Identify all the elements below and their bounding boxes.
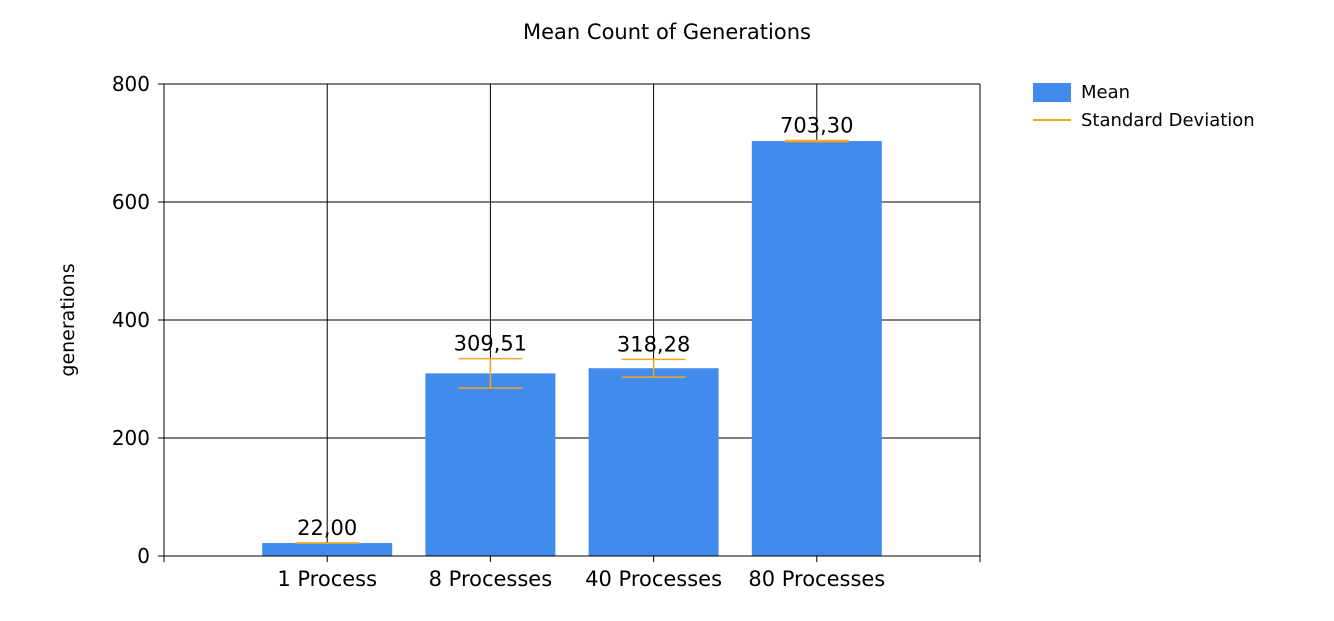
bar-1 xyxy=(425,373,556,556)
data-label-1: 309,51 xyxy=(454,332,527,356)
legend-label-std: Standard Deviation xyxy=(1081,109,1255,131)
y-tick-label-3: 600 xyxy=(112,190,150,214)
x-tick-label-0: 1 Process xyxy=(277,567,377,591)
bar-3 xyxy=(751,141,882,557)
legend-item-std: Standard Deviation xyxy=(1033,106,1255,134)
x-tick-label-2: 40 Processes xyxy=(585,567,722,591)
y-tick-label-0: 0 xyxy=(137,544,150,568)
legend-item-mean: Mean xyxy=(1033,78,1255,106)
legend-swatch-mean xyxy=(1033,82,1071,102)
y-tick-label-1: 200 xyxy=(112,426,150,450)
y-tick-label-4: 800 xyxy=(112,72,150,96)
data-label-3: 703,30 xyxy=(780,113,853,137)
y-tick-label-2: 400 xyxy=(112,308,150,332)
legend-swatch-std xyxy=(1033,119,1071,121)
legend-label-mean: Mean xyxy=(1081,81,1131,103)
legend: Mean Standard Deviation xyxy=(1033,78,1255,134)
bar-0 xyxy=(262,543,393,556)
chart-title: Mean Count of Generations xyxy=(523,20,811,44)
x-tick-label-1: 8 Processes xyxy=(429,567,553,591)
x-tick-label-3: 80 Processes xyxy=(748,567,885,591)
data-label-0: 22,00 xyxy=(297,516,357,540)
bar-2 xyxy=(588,368,719,556)
data-label-2: 318,28 xyxy=(617,332,690,356)
